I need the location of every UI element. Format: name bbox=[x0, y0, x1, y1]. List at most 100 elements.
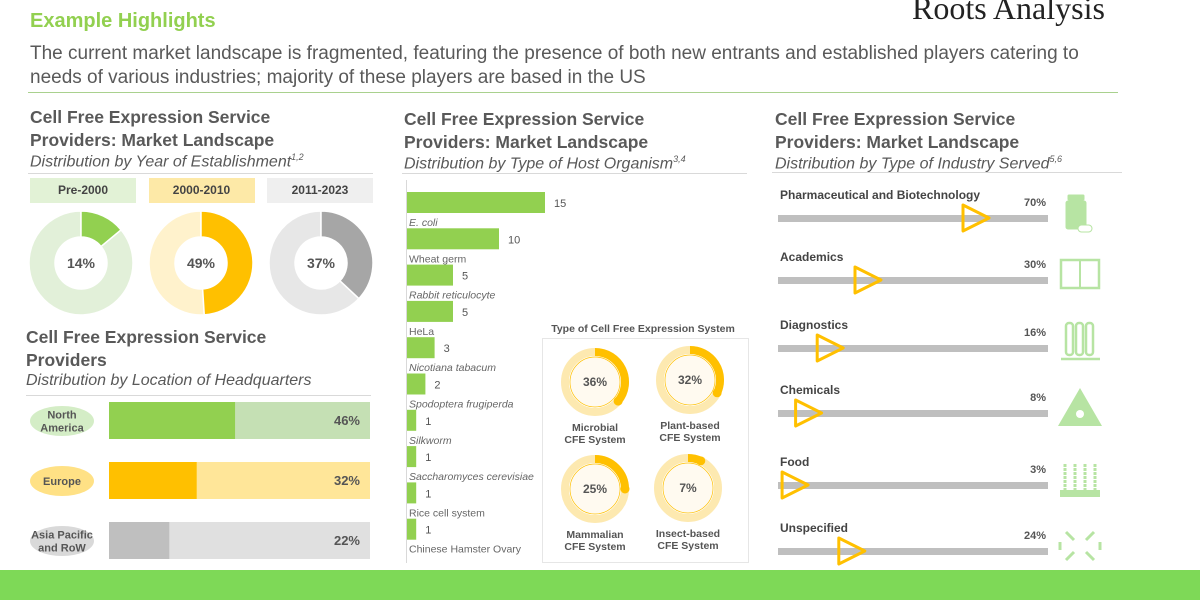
cfe-type-label: CFE System bbox=[564, 434, 625, 446]
panel-title: Providers: Market Landscape bbox=[30, 130, 275, 150]
footnote-ref: 3,4 bbox=[673, 154, 686, 164]
panel-subtitle: Distribution by Year of Establishment1,2 bbox=[30, 152, 370, 171]
panel-subtitle: Distribution by Type of Industry Served5… bbox=[775, 154, 1135, 173]
europe-map-icon bbox=[30, 466, 94, 496]
host-category-label: Spodoptera frugiperda bbox=[409, 399, 514, 411]
region-label: America bbox=[40, 423, 84, 435]
panel-title: Cell Free Expression Service bbox=[26, 327, 267, 347]
donut-center bbox=[569, 463, 621, 515]
industry-marker bbox=[837, 536, 867, 566]
footer-band bbox=[0, 570, 1200, 600]
industry-track bbox=[778, 482, 1048, 489]
subtitle-text: Distribution by Type of Industry Served bbox=[775, 155, 1050, 173]
donut-remainder bbox=[148, 210, 206, 316]
bar-value-label: 10 bbox=[508, 234, 520, 246]
donut-slice bbox=[594, 348, 629, 404]
bar-value-label: 2 bbox=[434, 380, 440, 392]
donut-label: 37% bbox=[307, 255, 336, 271]
donut-label: 25% bbox=[583, 482, 607, 496]
donut-end-dot bbox=[620, 484, 630, 494]
medicine-bottle-icon bbox=[1065, 194, 1093, 233]
host-bar bbox=[407, 192, 545, 213]
host-bar bbox=[407, 373, 426, 395]
industry-label: Pharmaceutical and Biotechnology bbox=[780, 188, 980, 202]
cfe-type-label: CFE System bbox=[657, 540, 718, 552]
donut-remainder bbox=[28, 210, 134, 316]
panel-title: Providers bbox=[26, 350, 107, 370]
region-label: and RoW bbox=[38, 543, 86, 555]
cfe-type-label: CFE System bbox=[659, 432, 720, 444]
pill bbox=[1077, 224, 1093, 233]
panel-title: Providers: Market Landscape bbox=[775, 132, 1020, 152]
location-panel-header: Cell Free Expression Service Providers D… bbox=[26, 326, 376, 390]
donut-slice bbox=[80, 210, 123, 248]
north-america-map-icon bbox=[30, 406, 94, 436]
industry-value-label: 3% bbox=[1030, 464, 1046, 476]
bar-fill bbox=[109, 522, 170, 559]
host-bar bbox=[407, 446, 417, 468]
industry-label: Food bbox=[780, 455, 809, 469]
host-bar bbox=[407, 264, 453, 286]
industry-value-label: 70% bbox=[1024, 197, 1046, 209]
bar-value-label: 5 bbox=[462, 307, 468, 319]
industry-marker bbox=[853, 265, 883, 295]
industry-label: Chemicals bbox=[780, 383, 840, 397]
bar-value-label: 15 bbox=[554, 198, 566, 210]
page-subtitle: The current market landscape is fragment… bbox=[30, 43, 1079, 88]
donut-end-dot bbox=[613, 396, 623, 406]
industry-label: Academics bbox=[780, 250, 844, 264]
bar-value-label: 32% bbox=[334, 473, 360, 488]
subtitle-text: Distribution by Year of Establishment bbox=[30, 153, 292, 171]
host-category-label: Silkworm bbox=[409, 435, 452, 447]
industry-marker bbox=[780, 470, 810, 500]
host-category-label: Rice cell system bbox=[409, 507, 485, 519]
cfe-type-label: CFE System bbox=[564, 541, 625, 553]
logo: Roots Analysis bbox=[912, 0, 1105, 26]
industry-track bbox=[778, 548, 1048, 555]
host-category-label: HeLa bbox=[409, 326, 434, 338]
host-category-label: Wheat germ bbox=[409, 253, 466, 265]
bar-value-label: 1 bbox=[425, 452, 431, 464]
bar-fill bbox=[109, 462, 197, 499]
cfe-type-label: Microbial bbox=[572, 422, 618, 434]
host-category-label: Nicotiana tabacum bbox=[409, 362, 496, 374]
donut-end-dot bbox=[696, 456, 706, 466]
subtitle-text: Distribution by Type of Host Organism bbox=[404, 155, 674, 173]
ground bbox=[1060, 490, 1100, 497]
industry-track bbox=[778, 345, 1048, 352]
wheat-icon bbox=[1060, 464, 1100, 497]
divider bbox=[28, 92, 1118, 93]
donut-slice bbox=[200, 210, 254, 316]
industry-value-label: 30% bbox=[1024, 259, 1046, 271]
panel-title: Cell Free Expression Service bbox=[30, 107, 271, 127]
radiation-center bbox=[1076, 410, 1084, 418]
test-tubes-icon bbox=[1061, 321, 1100, 361]
donut-label: 49% bbox=[187, 255, 216, 271]
year-panel-header: Cell Free Expression Service Providers: … bbox=[30, 106, 370, 171]
bar-value-label: 1 bbox=[425, 416, 431, 428]
panel-title: Cell Free Expression Service bbox=[775, 109, 1016, 129]
host-bar bbox=[407, 228, 499, 250]
cfe-type-label: Mammalian bbox=[566, 529, 623, 541]
bar-fill bbox=[109, 402, 236, 439]
industry-value-label: 8% bbox=[1030, 392, 1046, 404]
radiation-icon bbox=[1058, 388, 1102, 426]
industry-marker bbox=[961, 203, 991, 233]
host-category-label: Chinese Hamster Ovary bbox=[409, 544, 522, 556]
donut-label: 14% bbox=[67, 255, 96, 271]
year-category-label: 2000-2010 bbox=[148, 178, 255, 203]
industry-value-label: 24% bbox=[1024, 530, 1046, 542]
asia-map-icon bbox=[30, 526, 94, 556]
burst bbox=[1058, 530, 1102, 562]
host-panel-header: Cell Free Expression Service Providers: … bbox=[404, 108, 764, 173]
industry-track bbox=[778, 215, 1048, 222]
panel-title: Cell Free Expression Service bbox=[404, 109, 645, 129]
industry-marker bbox=[794, 398, 824, 428]
bottle bbox=[1065, 200, 1087, 230]
bar-value-label: 3 bbox=[444, 343, 450, 355]
divider bbox=[772, 172, 1122, 173]
region-label: Europe bbox=[43, 476, 81, 488]
panel-title: Providers: Market Landscape bbox=[404, 132, 649, 152]
cfe-type-label: Insect-based bbox=[656, 528, 720, 540]
